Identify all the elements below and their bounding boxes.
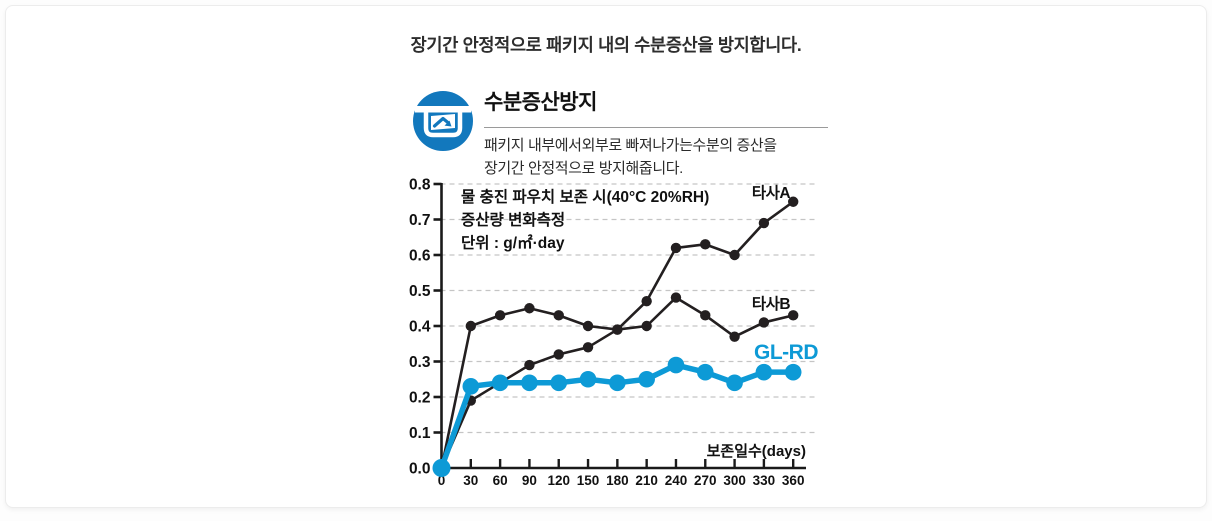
data-point xyxy=(579,370,597,388)
y-tick-label: 0.3 xyxy=(409,354,431,371)
x-tick-label: 60 xyxy=(493,473,508,488)
feature-description-line1: 패키지 내부에서외부로 빠져나가는수분의 증산을 xyxy=(484,137,777,154)
data-point xyxy=(521,374,538,392)
content-card: 장기간 안정적으로 패키지 내의 수분증산을 방지합니다. 수분증산방지 패키지… xyxy=(5,5,1207,508)
data-point xyxy=(641,320,652,332)
data-point xyxy=(524,359,535,371)
data-point xyxy=(553,349,564,360)
feature-block: 수분증산방지 패키지 내부에서외부로 빠져나가는수분의 증산을 장기간 안정적으… xyxy=(411,88,831,178)
data-point xyxy=(729,331,740,342)
x-tick-label: 0 xyxy=(438,473,446,488)
chart-canvas: 0.0 0.1 0.2 0.3 0.4 0.5 0.6 0.7 0.8 0 30 60 90 120 150… xyxy=(409,177,819,489)
data-point xyxy=(758,217,770,229)
data-point xyxy=(550,374,568,392)
data-point xyxy=(582,320,594,332)
y-tick-label: 0.8 xyxy=(409,177,431,194)
feature-description-line2: 장기간 안정적으로 방지해줍니다. xyxy=(484,160,683,177)
y-tick-label: 0.4 xyxy=(409,319,431,336)
x-tick-label: 120 xyxy=(547,473,570,488)
data-point xyxy=(700,239,711,250)
x-tick-label: 300 xyxy=(723,473,746,488)
data-point xyxy=(700,310,711,321)
data-point xyxy=(553,310,564,321)
data-point xyxy=(696,363,714,381)
x-tick-label: 30 xyxy=(463,473,478,488)
data-point xyxy=(726,374,743,392)
x-axis: 0 30 60 90 120 150 180 210 240 270 300 330 360 보존일수(d… xyxy=(438,443,806,488)
data-point xyxy=(784,363,802,381)
moisture-transpiration-chart: 0.0 0.1 0.2 0.3 0.4 0.5 0.6 0.7 0.8 0 30 60 90 120 150… xyxy=(401,171,826,501)
series-gl-rd xyxy=(432,356,802,477)
feature-description: 패키지 내부에서외부로 빠져나가는수분의 증산을 장기간 안정적으로 방지해줍니… xyxy=(484,134,844,180)
data-point xyxy=(729,249,740,261)
data-point xyxy=(788,196,799,207)
y-tick-label: 0.1 xyxy=(409,425,431,442)
y-tick-label: 0.7 xyxy=(409,212,431,229)
y-tick-label: 0.6 xyxy=(409,248,431,265)
data-point xyxy=(612,324,623,335)
x-axis-title: 보존일수(days) xyxy=(707,443,806,460)
data-point xyxy=(524,303,535,314)
x-tick-label: 150 xyxy=(577,473,600,488)
data-point xyxy=(641,295,652,307)
series-label-gl-rd: GL-RD xyxy=(754,341,818,364)
y-tick-label: 0.5 xyxy=(409,283,431,300)
data-point xyxy=(491,374,509,392)
x-tick-label: 360 xyxy=(782,473,805,488)
moisture-escape-pouch-icon xyxy=(413,91,473,151)
data-point xyxy=(582,342,594,353)
data-point xyxy=(462,378,480,395)
data-point xyxy=(432,459,451,477)
y-axis: 0.0 0.1 0.2 0.3 0.4 0.5 0.6 0.7 0.8 xyxy=(409,177,443,478)
data-point xyxy=(755,363,773,381)
annotation-line: 물 충진 파우치 보존 시(40°C 20%RH) xyxy=(461,188,709,206)
data-point xyxy=(788,310,799,321)
x-tick-label: 240 xyxy=(665,473,688,488)
data-point xyxy=(758,317,770,328)
data-point xyxy=(667,356,685,374)
data-point xyxy=(465,320,477,332)
feature-heading: 수분증산방지 xyxy=(484,91,597,114)
x-tick-label: 90 xyxy=(522,473,537,488)
annotation-line: 증산량 변화측정 xyxy=(461,210,565,229)
data-point xyxy=(670,292,682,303)
y-tick-label: 0.2 xyxy=(409,390,431,407)
data-point xyxy=(638,370,655,388)
data-point xyxy=(494,310,506,321)
data-point xyxy=(670,242,682,254)
data-point xyxy=(609,374,626,392)
x-tick-label: 210 xyxy=(635,473,658,488)
page-title: 장기간 안정적으로 패키지 내의 수분증산을 방지합니다. xyxy=(410,35,802,55)
y-tick-label: 0.0 xyxy=(409,461,431,478)
x-tick-label: 180 xyxy=(606,473,629,488)
annotation-line: 단위 : g/㎡·day xyxy=(461,233,565,252)
feature-divider xyxy=(484,127,828,128)
x-tick-label: 270 xyxy=(694,473,717,488)
series-label-tasa-a: 타사A xyxy=(752,184,791,202)
x-tick-label: 330 xyxy=(753,473,776,488)
series-label-tasa-b: 타사B xyxy=(752,295,791,313)
